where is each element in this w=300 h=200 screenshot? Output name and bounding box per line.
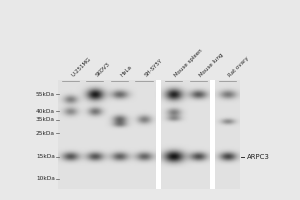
Text: U-251MG: U-251MG — [70, 57, 92, 78]
Text: 10kDa: 10kDa — [36, 176, 55, 181]
Text: HeLa: HeLa — [119, 65, 133, 78]
Text: Rat ovary: Rat ovary — [228, 56, 250, 78]
Text: 35kDa: 35kDa — [36, 117, 55, 122]
Text: SH-SY5Y: SH-SY5Y — [144, 58, 164, 78]
Text: 55kDa: 55kDa — [36, 92, 55, 97]
Text: 15kDa: 15kDa — [36, 154, 55, 159]
Text: SKOV3: SKOV3 — [95, 62, 111, 78]
Text: Mouse spleen: Mouse spleen — [174, 48, 204, 78]
Text: Mouse lung: Mouse lung — [198, 52, 224, 78]
Text: ARPC3: ARPC3 — [247, 154, 270, 160]
Text: 25kDa: 25kDa — [36, 131, 55, 136]
Text: 40kDa: 40kDa — [36, 109, 55, 114]
